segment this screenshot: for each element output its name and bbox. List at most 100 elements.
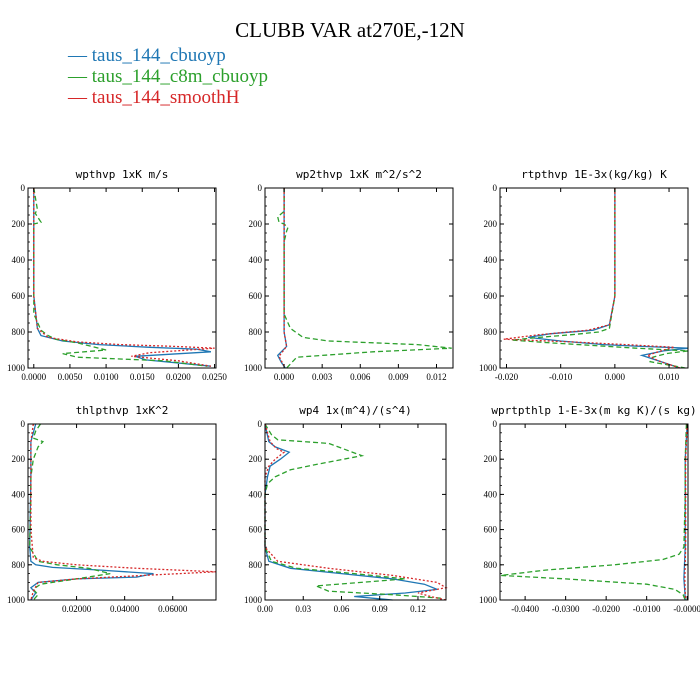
y-tick-label: 600 (484, 291, 498, 301)
x-tick-label: 0.012 (426, 372, 446, 382)
y-tick-label: 400 (12, 255, 26, 265)
y-tick-label: 400 (249, 255, 263, 265)
chart-panel: wp2thvp 1xK m^2/s^2 0 200 400 600 800 1000 0.00… (244, 168, 454, 382)
series-line (29, 423, 154, 601)
y-tick-label: 0 (258, 419, 263, 429)
y-tick-label: 200 (12, 219, 26, 229)
x-tick-label: 0.06 (334, 604, 350, 614)
plot-frame (264, 187, 454, 369)
y-tick-label: 200 (249, 219, 263, 229)
x-tick-label: -0.0100 (633, 604, 661, 614)
y-tick-label: 800 (12, 560, 26, 570)
legend-item-cbuoyp: — taus_144_cbuoyp (68, 46, 226, 66)
y-tick-label: 200 (484, 219, 498, 229)
y-tick-label: 600 (484, 525, 498, 535)
y-tick-label: 800 (484, 327, 498, 337)
series-line (33, 188, 212, 367)
panel-title: thlpthvp 1xK^2 (76, 404, 169, 417)
x-tick-label: 0.06000 (158, 604, 188, 614)
legend-label: taus_144_cbuoyp (91, 45, 226, 66)
y-tick-label: 0 (21, 183, 26, 193)
series-line (276, 188, 452, 369)
y-tick-label: 1000 (7, 595, 26, 605)
y-tick-label: 0 (493, 419, 498, 429)
series-line (503, 188, 681, 369)
x-tick-label: 0.02000 (62, 604, 92, 614)
y-tick-label: 400 (484, 255, 498, 265)
y-tick-label: 400 (12, 489, 26, 499)
x-tick-label: 0.03 (295, 604, 311, 614)
series-line (264, 423, 441, 599)
chart-panel: rtpthvp 1E-3x(kg/kg) K02004006008001000-… (479, 168, 689, 382)
panel-title: wprtpthlp 1-E-3x(m kg K)/(s kg) (491, 404, 696, 417)
x-tick-label: -0.0000 (673, 604, 700, 614)
y-tick-label: 0 (493, 183, 498, 193)
legend-label: taus_144_smoothH (91, 87, 240, 108)
x-tick-label: 0.00 (257, 604, 273, 614)
x-tick-label: 0.003 (312, 372, 333, 382)
x-tick-label: 0.0250 (202, 372, 227, 382)
x-tick-label: -0.0300 (552, 604, 580, 614)
series-line (278, 188, 288, 369)
x-tick-label: -0.010 (549, 372, 573, 382)
y-tick-label: 200 (249, 454, 263, 464)
y-tick-label: 0 (21, 419, 26, 429)
chart-panel: wprtpthlp 1-E-3x(m kg K)/(s kg) 0 200 400 60… (479, 404, 700, 614)
x-tick-label: 0.0150 (130, 372, 155, 382)
x-tick-label: 0.09 (372, 604, 388, 614)
plot-frame (499, 423, 689, 601)
legend-label: taus_144_c8m_cbuoyp (91, 66, 269, 87)
y-tick-label: 800 (12, 327, 26, 337)
x-tick-label: 0.12 (410, 604, 426, 614)
y-tick-label: 1000 (479, 363, 498, 373)
y-tick-label: 800 (484, 560, 498, 570)
panel-title: rtpthvp 1E-3x(kg/kg) K (521, 168, 667, 181)
x-tick-label: 0.000 (605, 372, 626, 382)
y-tick-label: 400 (484, 489, 498, 499)
legend-dash-icon: — (68, 45, 92, 66)
y-tick-label: 600 (12, 291, 26, 301)
x-tick-label: -0.0200 (592, 604, 620, 614)
y-tick-label: 800 (249, 327, 263, 337)
legend-item-c8m-cbuoyp: — taus_144_c8m_cbuoyp (68, 67, 268, 87)
x-tick-label: 0.0100 (94, 372, 119, 382)
y-tick-label: 1000 (7, 363, 26, 373)
y-tick-label: 1000 (244, 595, 263, 605)
series-line (264, 423, 438, 601)
x-tick-label: 0.0050 (58, 372, 83, 382)
y-tick-label: 200 (12, 454, 26, 464)
y-tick-label: 600 (249, 291, 263, 301)
x-tick-label: 0.009 (388, 372, 409, 382)
series-line (511, 188, 689, 369)
series-line (500, 423, 688, 601)
x-tick-label: 0.010 (659, 372, 680, 382)
figure-title: CLUBB VAR at270E,-12N (235, 18, 465, 42)
legend-dash-icon: — (68, 66, 92, 87)
legend-dash-icon: — (68, 87, 92, 108)
plot-frame (27, 187, 217, 369)
panel-title: wp4 1x(m^4)/(s^4) (299, 404, 412, 417)
series-line (30, 423, 217, 601)
x-tick-label: 0.04000 (110, 604, 140, 614)
y-tick-label: 600 (249, 525, 263, 535)
y-tick-label: 400 (249, 489, 263, 499)
y-tick-label: 0 (258, 183, 263, 193)
legend-item-smoothh: — taus_144_smoothH (68, 88, 240, 108)
panel-title: wp2thvp 1xK m^2/s^2 (296, 168, 422, 181)
x-tick-label: -0.020 (495, 372, 519, 382)
panel-title: wpthvp 1xK m/s (76, 168, 169, 181)
x-tick-label: -0.0400 (511, 604, 539, 614)
y-tick-label: 600 (12, 525, 26, 535)
chart-panel: thlpthvp 1xK^2 0 200 400 600 800 1000 0.02000 0.… (7, 404, 217, 614)
x-tick-label: 0.0200 (166, 372, 191, 382)
series-line (264, 423, 448, 601)
plot-frame (499, 187, 689, 369)
y-tick-label: 1000 (244, 363, 263, 373)
x-tick-label: 0.000 (274, 372, 295, 382)
series-line (33, 187, 208, 367)
series-line (33, 188, 215, 367)
y-tick-label: 800 (249, 560, 263, 570)
